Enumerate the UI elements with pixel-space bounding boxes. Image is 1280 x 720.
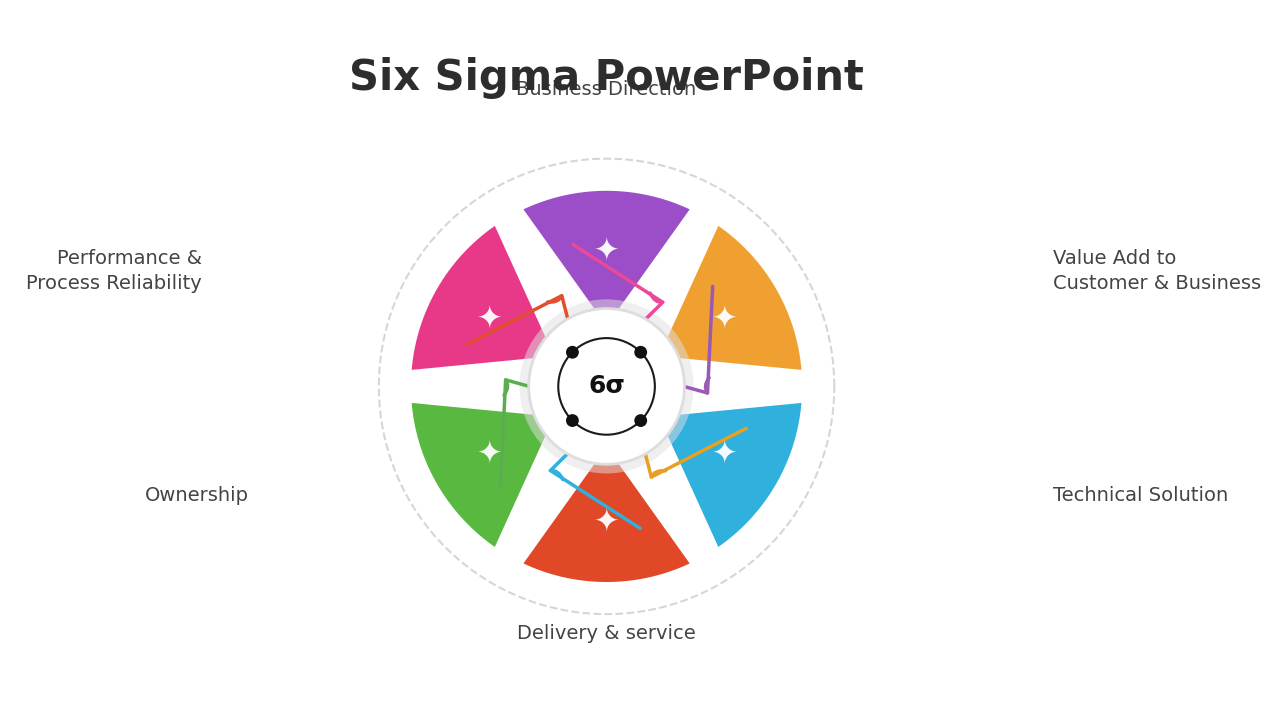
Polygon shape <box>410 400 554 551</box>
Text: Delivery & service: Delivery & service <box>517 624 696 643</box>
Text: ✦: ✦ <box>476 440 502 469</box>
Polygon shape <box>658 400 804 551</box>
Text: Performance &
Process Reliability: Performance & Process Reliability <box>26 249 202 293</box>
Circle shape <box>566 414 579 427</box>
Polygon shape <box>410 400 550 418</box>
Text: 6σ: 6σ <box>588 374 625 398</box>
Polygon shape <box>520 449 604 564</box>
Text: ✦: ✦ <box>476 304 502 333</box>
Polygon shape <box>658 222 804 372</box>
Text: Business Direction: Business Direction <box>516 80 696 99</box>
Circle shape <box>520 300 694 474</box>
Polygon shape <box>410 222 554 372</box>
FancyArrowPatch shape <box>573 245 663 377</box>
Polygon shape <box>658 421 717 551</box>
Polygon shape <box>520 189 694 324</box>
Circle shape <box>635 346 648 359</box>
Circle shape <box>635 414 648 427</box>
Text: Ownership: Ownership <box>145 486 248 505</box>
Text: ✦: ✦ <box>594 508 620 536</box>
FancyArrowPatch shape <box>625 374 746 477</box>
Text: Value Add to
Customer & Business: Value Add to Customer & Business <box>1052 249 1261 293</box>
Text: ✦: ✦ <box>594 236 620 265</box>
Text: Six Sigma PowerPoint: Six Sigma PowerPoint <box>349 58 864 99</box>
Circle shape <box>566 346 579 359</box>
FancyArrowPatch shape <box>550 396 640 528</box>
FancyArrowPatch shape <box>500 380 608 487</box>
Text: Technical Solution: Technical Solution <box>1052 486 1228 505</box>
FancyArrowPatch shape <box>467 296 589 399</box>
Polygon shape <box>495 222 554 351</box>
Polygon shape <box>520 449 694 585</box>
Text: ✦: ✦ <box>712 440 737 469</box>
FancyArrowPatch shape <box>604 287 713 393</box>
Polygon shape <box>663 355 804 372</box>
Text: ✦: ✦ <box>712 304 737 333</box>
Polygon shape <box>609 208 694 324</box>
Circle shape <box>529 308 685 464</box>
